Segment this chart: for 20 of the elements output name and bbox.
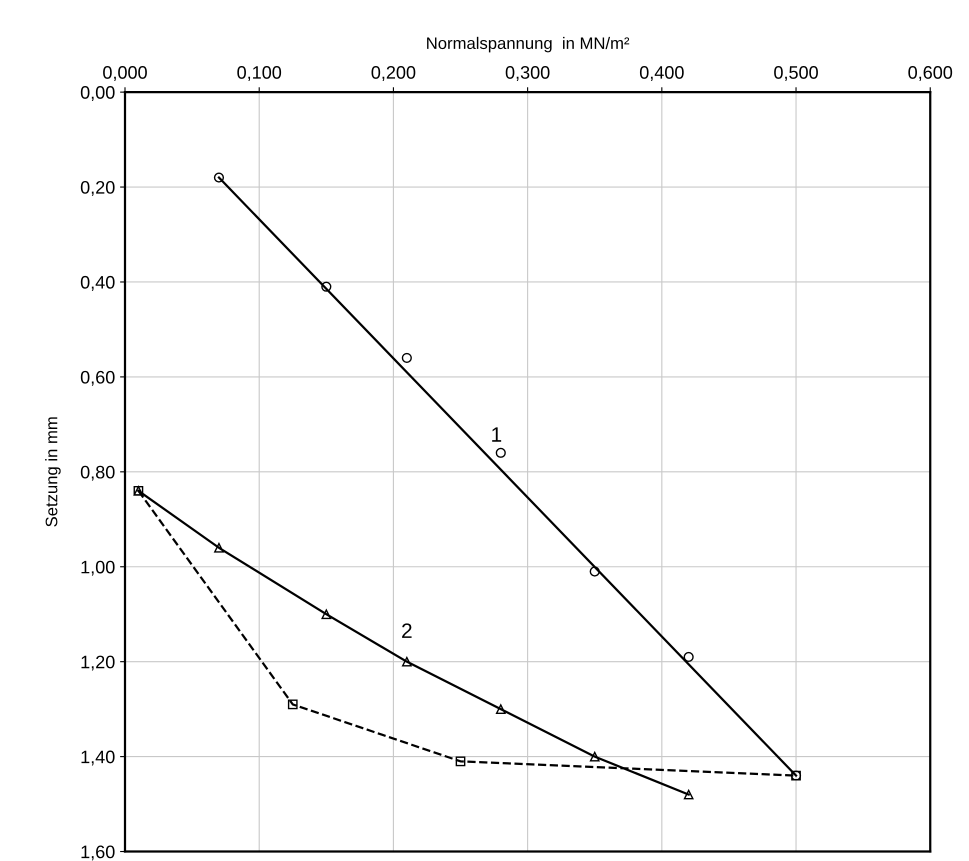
x-tick-label: 0,400 [640,66,684,81]
series-label: 2 [402,623,412,638]
y-tick-label: 1,60 [82,845,115,860]
x-tick-label: 0,000 [103,66,147,81]
y-tick-label: 0,80 [80,466,115,481]
x-tick-label: 0,300 [506,66,550,81]
y-tick-label: 0,20 [80,180,115,196]
x-tick-label: 0,100 [237,66,282,81]
x-axis-title: Normalspannung in MN/m² [427,36,630,52]
x-tick-label: 0,200 [372,66,416,81]
y-tick-label: 1,20 [82,656,115,671]
y-tick-label: 0,60 [80,370,115,386]
y-tick-label: 1,00 [82,560,115,576]
x-tick-label: 0,600 [908,66,952,81]
y-tick-label: 0,40 [80,276,115,291]
y-tick-label: 0,00 [80,86,115,101]
x-tick-label: 0,500 [774,66,818,81]
y-tick-label: 1,40 [82,750,115,766]
y-axis-title: Setzung in mm [45,417,61,527]
series-label: 1 [492,427,502,442]
